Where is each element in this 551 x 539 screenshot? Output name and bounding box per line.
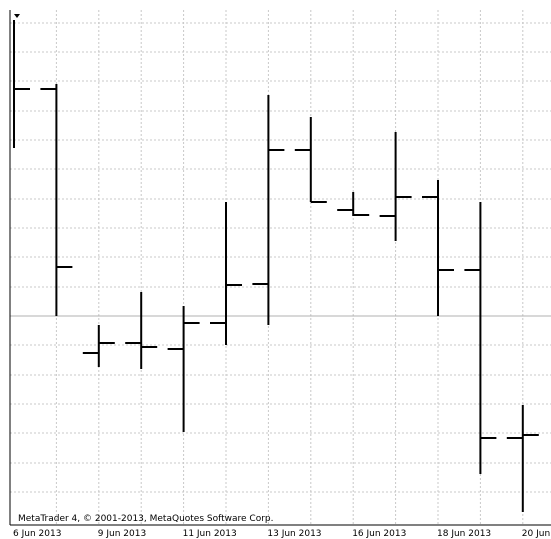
x-tick-label: 6 Jun 2013 [13,529,61,539]
x-tick-label: 9 Jun 2013 [98,529,146,539]
watermark: MetaTrader 4, © 2001-2013, MetaQuotes So… [18,514,274,524]
x-tick-label: 18 Jun 2013 [437,529,491,539]
x-tick-label: 13 Jun 2013 [267,529,321,539]
x-tick-label: 16 Jun 2013 [352,529,406,539]
bars [13,20,539,512]
shift-marker [14,14,20,18]
x-tick-label: 11 Jun 2013 [183,529,237,539]
x-tick-label: 20 Jun [522,529,550,539]
